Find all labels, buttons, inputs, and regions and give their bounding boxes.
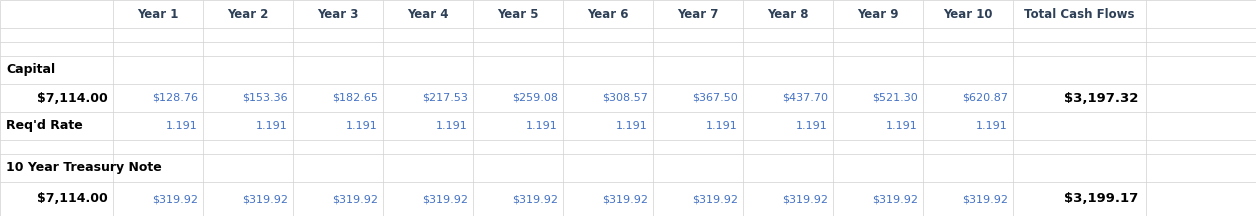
Text: $182.65: $182.65 [332, 93, 378, 103]
Text: Year 3: Year 3 [318, 8, 359, 21]
Text: Req'd Rate: Req'd Rate [6, 119, 83, 132]
Text: $319.92: $319.92 [512, 194, 558, 204]
Text: $620.87: $620.87 [962, 93, 1009, 103]
Text: 10 Year Treasury Note: 10 Year Treasury Note [6, 162, 162, 175]
Text: Year 9: Year 9 [858, 8, 899, 21]
Text: Year 6: Year 6 [588, 8, 629, 21]
Text: $217.53: $217.53 [422, 93, 468, 103]
Text: $308.57: $308.57 [602, 93, 648, 103]
Text: 1.191: 1.191 [617, 121, 648, 131]
Text: Total Cash Flows: Total Cash Flows [1024, 8, 1134, 21]
Text: Year 1: Year 1 [137, 8, 178, 21]
Text: Year 2: Year 2 [227, 8, 269, 21]
Text: $128.76: $128.76 [152, 93, 198, 103]
Text: Year 7: Year 7 [677, 8, 718, 21]
Text: 1.191: 1.191 [436, 121, 468, 131]
Text: $3,199.17: $3,199.17 [1064, 192, 1138, 205]
Text: Year 10: Year 10 [943, 8, 992, 21]
Text: 1.191: 1.191 [706, 121, 739, 131]
Text: $3,197.32: $3,197.32 [1064, 92, 1138, 105]
Text: $319.92: $319.92 [782, 194, 828, 204]
Text: Year 5: Year 5 [497, 8, 539, 21]
Text: $7,114.00: $7,114.00 [38, 192, 108, 205]
Text: $367.50: $367.50 [692, 93, 739, 103]
Text: Year 4: Year 4 [407, 8, 448, 21]
Text: $319.92: $319.92 [332, 194, 378, 204]
Text: $319.92: $319.92 [602, 194, 648, 204]
Text: $319.92: $319.92 [962, 194, 1009, 204]
Text: $319.92: $319.92 [242, 194, 288, 204]
Text: 1.191: 1.191 [526, 121, 558, 131]
Text: 1.191: 1.191 [796, 121, 828, 131]
Text: $259.08: $259.08 [512, 93, 558, 103]
Text: Year 8: Year 8 [767, 8, 809, 21]
Text: Capital: Capital [6, 64, 55, 76]
Text: 1.191: 1.191 [256, 121, 288, 131]
Text: 1.191: 1.191 [347, 121, 378, 131]
Text: $521.30: $521.30 [872, 93, 918, 103]
Text: $319.92: $319.92 [692, 194, 739, 204]
Text: $7,114.00: $7,114.00 [38, 92, 108, 105]
Text: $319.92: $319.92 [422, 194, 468, 204]
Text: $319.92: $319.92 [152, 194, 198, 204]
Text: 1.191: 1.191 [976, 121, 1009, 131]
Text: $437.70: $437.70 [782, 93, 828, 103]
Text: $319.92: $319.92 [872, 194, 918, 204]
Text: 1.191: 1.191 [166, 121, 198, 131]
Text: 1.191: 1.191 [887, 121, 918, 131]
Text: $153.36: $153.36 [242, 93, 288, 103]
